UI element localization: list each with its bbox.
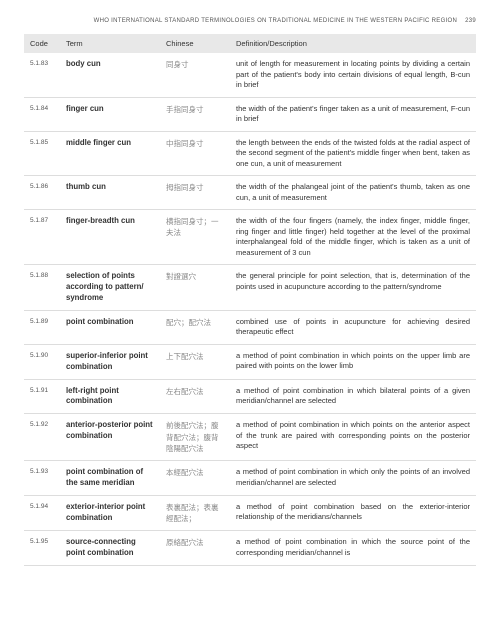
cell-definition: a method of point combination in which o… bbox=[230, 461, 476, 496]
cell-chinese: 原絡配穴法 bbox=[160, 531, 230, 566]
cell-code: 5.1.89 bbox=[24, 310, 60, 344]
cell-chinese: 中指同身寸 bbox=[160, 131, 230, 176]
cell-code: 5.1.85 bbox=[24, 131, 60, 176]
table-row: 5.1.94exterior-interior point combinatio… bbox=[24, 495, 476, 531]
cell-code: 5.1.94 bbox=[24, 495, 60, 531]
cell-code: 5.1.91 bbox=[24, 379, 60, 414]
cell-code: 5.1.83 bbox=[24, 53, 60, 97]
cell-code: 5.1.86 bbox=[24, 176, 60, 210]
cell-code: 5.1.92 bbox=[24, 414, 60, 461]
cell-definition: the general principle for point selectio… bbox=[230, 265, 476, 311]
cell-term: point combination bbox=[60, 310, 160, 344]
cell-chinese: 横指同身寸；一夫法 bbox=[160, 210, 230, 265]
cell-definition: a method of point combination in which t… bbox=[230, 531, 476, 566]
cell-chinese: 本經配穴法 bbox=[160, 461, 230, 496]
cell-definition: the width of the phalangeal joint of the… bbox=[230, 176, 476, 210]
col-header-chinese: Chinese bbox=[160, 34, 230, 53]
cell-term: source-connecting point combination bbox=[60, 531, 160, 566]
cell-term: finger cun bbox=[60, 97, 160, 131]
cell-code: 5.1.93 bbox=[24, 461, 60, 496]
cell-chinese: 手指同身寸 bbox=[160, 97, 230, 131]
col-header-def: Definition/Description bbox=[230, 34, 476, 53]
cell-term: point combination of the same meridian bbox=[60, 461, 160, 496]
table-row: 5.1.91left-right point combination左右配穴法a… bbox=[24, 379, 476, 414]
table-row: 5.1.88selection of points according to p… bbox=[24, 265, 476, 311]
page-header: WHO INTERNATIONAL STANDARD TERMINOLOGIES… bbox=[24, 18, 476, 24]
header-title: WHO INTERNATIONAL STANDARD TERMINOLOGIES… bbox=[94, 18, 457, 24]
table-row: 5.1.84finger cun手指同身寸the width of the pa… bbox=[24, 97, 476, 131]
cell-definition: a method of point combination based on t… bbox=[230, 495, 476, 531]
cell-chinese: 前後配穴法；腹背配穴法；腹背陰陽配穴法 bbox=[160, 414, 230, 461]
cell-definition: the width of the patient's finger taken … bbox=[230, 97, 476, 131]
table-header-row: Code Term Chinese Definition/Description bbox=[24, 34, 476, 53]
cell-definition: unit of length for measurement in locati… bbox=[230, 53, 476, 97]
cell-term: exterior-interior point combination bbox=[60, 495, 160, 531]
cell-code: 5.1.90 bbox=[24, 344, 60, 379]
cell-definition: combined use of points in acupuncture fo… bbox=[230, 310, 476, 344]
cell-chinese: 同身寸 bbox=[160, 53, 230, 97]
cell-chinese: 左右配穴法 bbox=[160, 379, 230, 414]
cell-term: middle finger cun bbox=[60, 131, 160, 176]
cell-definition: a method of point combination in which p… bbox=[230, 414, 476, 461]
col-header-code: Code bbox=[24, 34, 60, 53]
cell-term: thumb cun bbox=[60, 176, 160, 210]
col-header-term: Term bbox=[60, 34, 160, 53]
table-row: 5.1.85middle finger cun中指同身寸the length b… bbox=[24, 131, 476, 176]
cell-code: 5.1.95 bbox=[24, 531, 60, 566]
cell-code: 5.1.84 bbox=[24, 97, 60, 131]
table-row: 5.1.83body cun同身寸unit of length for meas… bbox=[24, 53, 476, 97]
cell-term: selection of points according to pattern… bbox=[60, 265, 160, 311]
table-row: 5.1.93point combination of the same meri… bbox=[24, 461, 476, 496]
cell-term: superior-inferior point combination bbox=[60, 344, 160, 379]
table-row: 5.1.90superior-inferior point combinatio… bbox=[24, 344, 476, 379]
cell-definition: a method of point combination in which b… bbox=[230, 379, 476, 414]
cell-definition: a method of point combination in which p… bbox=[230, 344, 476, 379]
cell-term: finger-breadth cun bbox=[60, 210, 160, 265]
cell-chinese: 拇指同身寸 bbox=[160, 176, 230, 210]
cell-code: 5.1.88 bbox=[24, 265, 60, 311]
cell-chinese: 對證選穴 bbox=[160, 265, 230, 311]
table-row: 5.1.92anterior-posterior point combinati… bbox=[24, 414, 476, 461]
page-number: 239 bbox=[465, 18, 476, 24]
cell-term: anterior-posterior point combination bbox=[60, 414, 160, 461]
cell-chinese: 上下配穴法 bbox=[160, 344, 230, 379]
table-row: 5.1.86thumb cun拇指同身寸the width of the pha… bbox=[24, 176, 476, 210]
cell-chinese: 表裏配法；表裏經配法； bbox=[160, 495, 230, 531]
cell-term: body cun bbox=[60, 53, 160, 97]
table-row: 5.1.87finger-breadth cun横指同身寸；一夫法the wid… bbox=[24, 210, 476, 265]
cell-term: left-right point combination bbox=[60, 379, 160, 414]
cell-code: 5.1.87 bbox=[24, 210, 60, 265]
table-row: 5.1.95source-connecting point combinatio… bbox=[24, 531, 476, 566]
terminology-table: Code Term Chinese Definition/Description… bbox=[24, 34, 476, 566]
cell-definition: the width of the four fingers (namely, t… bbox=[230, 210, 476, 265]
cell-definition: the length between the ends of the twist… bbox=[230, 131, 476, 176]
cell-chinese: 配穴；配穴法 bbox=[160, 310, 230, 344]
table-row: 5.1.89point combination配穴；配穴法combined us… bbox=[24, 310, 476, 344]
